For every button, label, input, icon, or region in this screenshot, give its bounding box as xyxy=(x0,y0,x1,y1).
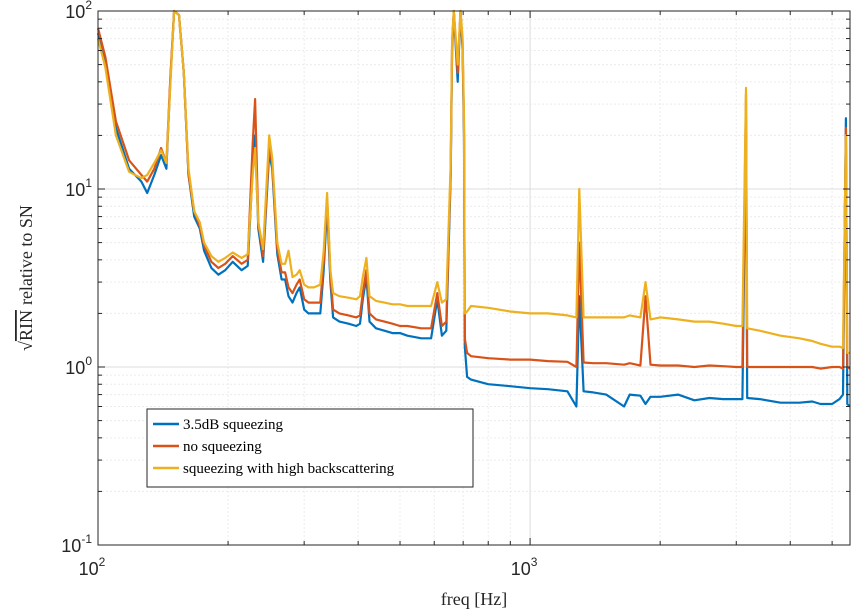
y-axis-label-suffix: relative to SN xyxy=(16,205,36,305)
series-layer xyxy=(96,9,851,408)
series-line-1 xyxy=(96,9,851,408)
legend-label-1: 3.5dB squeezing xyxy=(183,417,283,433)
plot-frame xyxy=(97,10,851,546)
series-line-3 xyxy=(96,9,850,354)
legend-label-3: squeezing with high backscattering xyxy=(183,461,395,477)
y-axis-label-radical: √ xyxy=(16,341,36,351)
legend: 3.5dB squeezing no squeezing squeezing wit… xyxy=(146,408,474,488)
y-tick-label: 102 xyxy=(65,0,92,22)
legend-box xyxy=(146,408,474,488)
x-axis-label: freq [Hz] xyxy=(441,589,507,609)
y-tick-label: 101 xyxy=(65,176,92,200)
x-tick-label: 103 xyxy=(511,555,538,579)
axes-layer xyxy=(97,10,851,546)
y-tick-label: 10-1 xyxy=(61,532,92,556)
y-tick-label: 100 xyxy=(65,354,92,378)
series-line-2 xyxy=(96,9,851,370)
y-axis-label: √RIN relative to SN xyxy=(16,205,36,351)
ticks-layer: 102 103 10-1 100 101 102 xyxy=(61,0,850,579)
x-tick-label: 102 xyxy=(79,555,106,579)
y-axis-label-text: √RIN relative to SN xyxy=(16,205,36,351)
y-axis-label-radicand: RIN xyxy=(16,310,36,341)
legend-label-2: no squeezing xyxy=(183,439,262,455)
